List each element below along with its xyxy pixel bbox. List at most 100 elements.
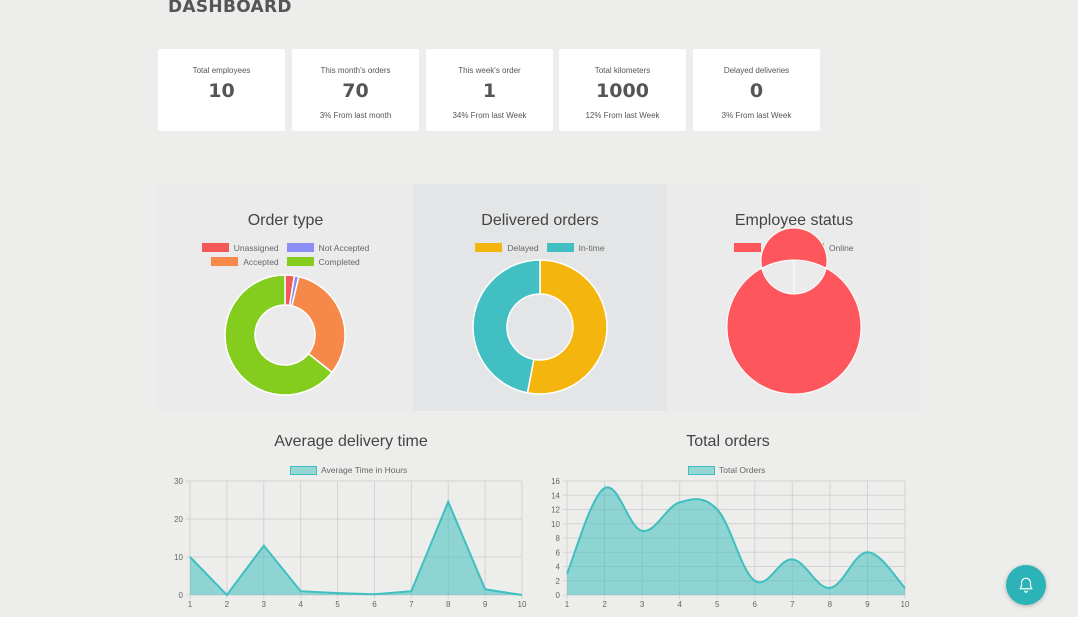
x-tick-label: 1 <box>188 600 193 609</box>
chart-legend: Unassigned Not Accepted Accepted Complet… <box>158 243 413 271</box>
legend-swatch <box>286 257 314 266</box>
legend-item-not-accepted[interactable]: Not Accepted <box>286 242 370 253</box>
stat-card-delayed-deliveries: Delayed deliveries 0 3% From last Week <box>693 49 820 131</box>
y-tick-label: 2 <box>556 577 561 586</box>
x-tick-label: 8 <box>446 600 451 609</box>
legend-swatch <box>211 257 239 266</box>
chart-legend-total-orders[interactable]: Total Orders <box>688 465 765 475</box>
x-tick-label: 7 <box>409 600 414 609</box>
x-tick-label: 4 <box>677 600 682 609</box>
employee-status-panel: Employee status offline Online <box>667 184 921 411</box>
stat-delta: 12% From last Week <box>585 111 660 120</box>
chart-legend: Delayed In-time <box>413 243 667 257</box>
x-tick-label: 10 <box>518 600 527 609</box>
x-tick-label: 9 <box>483 600 488 609</box>
stat-delta: 3% From last Week <box>721 111 792 120</box>
x-tick-label: 8 <box>828 600 833 609</box>
page-title: DASHBOARD <box>168 0 292 17</box>
data-point[interactable] <box>753 579 757 583</box>
chart-title: Order type <box>247 212 324 229</box>
donut-slice-completed[interactable] <box>224 274 333 396</box>
chart-title: Delivered orders <box>481 212 599 229</box>
y-tick-label: 8 <box>556 534 561 543</box>
legend-item-delayed[interactable]: Delayed <box>475 243 539 253</box>
legend-swatch <box>290 465 317 475</box>
legend-label: Accepted <box>243 256 279 267</box>
data-point[interactable] <box>565 572 569 576</box>
x-tick-label: 1 <box>565 600 570 609</box>
legend-item-accepted[interactable]: Accepted <box>211 256 279 267</box>
donut-slice-in-time[interactable] <box>472 259 541 394</box>
stat-label: Total employees <box>192 66 251 75</box>
x-tick-label: 6 <box>372 600 377 609</box>
legend-label: In-time <box>578 242 605 253</box>
y-tick-label: 12 <box>551 506 560 515</box>
y-tick-label: 30 <box>174 477 183 486</box>
x-tick-label: 5 <box>715 600 720 609</box>
donut-slice-offline[interactable] <box>726 227 862 395</box>
stat-label: Total kilometers <box>594 66 651 75</box>
stat-card-total-employees: Total employees 10 <box>158 49 285 131</box>
employee-status-donut[interactable] <box>667 184 921 411</box>
order-type-donut[interactable] <box>158 184 413 411</box>
legend-item-completed[interactable]: Completed <box>286 256 360 267</box>
x-tick-label: 2 <box>225 600 230 609</box>
legend-item-in-time[interactable]: In-time <box>546 242 605 253</box>
x-tick-label: 2 <box>602 600 607 609</box>
legend-item-unassigned[interactable]: Unassigned <box>201 243 279 253</box>
x-tick-label: 10 <box>901 600 910 609</box>
legend-label: Completed <box>318 256 360 267</box>
x-tick-label: 5 <box>335 600 340 609</box>
series-line[interactable] <box>566 486 906 589</box>
chart-title: Average delivery time <box>274 433 428 450</box>
x-tick-label: 3 <box>640 600 645 609</box>
chart-title: Employee status <box>734 212 854 229</box>
legend-label: Average Time in Hours <box>321 465 408 475</box>
order-type-panel: Order type Unassigned Not Accepted Accep… <box>158 184 413 411</box>
data-point[interactable] <box>828 586 832 590</box>
x-tick-label: 6 <box>753 600 758 609</box>
legend-swatch <box>688 465 715 475</box>
y-tick-label: 10 <box>174 553 183 562</box>
legend-swatch <box>201 243 229 252</box>
x-tick-label: 3 <box>262 600 267 609</box>
data-point[interactable] <box>903 586 907 590</box>
donut-slice-delayed[interactable] <box>526 259 608 395</box>
notification-button[interactable] <box>1006 565 1046 605</box>
legend-swatch <box>734 243 762 252</box>
y-tick-label: 0 <box>556 591 561 600</box>
stat-card-week-order: This week's order 1 34% From last Week <box>426 49 553 131</box>
stat-value: 1000 <box>596 80 649 102</box>
stat-card-month-orders: This month's orders 70 3% From last mont… <box>292 49 419 131</box>
stat-value: 0 <box>749 80 764 102</box>
y-tick-label: 14 <box>551 491 560 500</box>
bell-icon <box>1019 577 1033 593</box>
chart-legend-avg-time[interactable]: Average Time in Hours <box>290 465 407 475</box>
series-area[interactable] <box>567 487 905 595</box>
stat-value: 1 <box>482 80 497 102</box>
legend-swatch <box>475 243 503 252</box>
stat-label: This month's orders <box>320 66 391 75</box>
stat-delta: 34% From last Week <box>452 111 527 120</box>
data-point[interactable] <box>640 529 644 533</box>
donut-slice-accepted[interactable] <box>291 275 346 374</box>
data-point[interactable] <box>865 550 869 554</box>
series-line[interactable] <box>189 499 523 597</box>
legend-label: Not Accepted <box>318 242 370 253</box>
legend-label: Total Orders <box>719 465 766 475</box>
x-tick-label: 9 <box>865 600 870 609</box>
chart-title: Total orders <box>686 433 770 450</box>
data-point[interactable] <box>603 486 607 490</box>
delivered-orders-panel: Delivered orders Delayed In-time <box>413 184 667 411</box>
x-tick-label: 4 <box>298 600 303 609</box>
data-point[interactable] <box>678 500 682 504</box>
stat-value: 10 <box>208 80 235 102</box>
delivered-orders-donut[interactable] <box>413 184 667 411</box>
legend-swatch <box>546 243 574 252</box>
data-point[interactable] <box>790 557 794 561</box>
stat-label: This week's order <box>458 66 521 75</box>
data-point[interactable] <box>715 508 719 512</box>
